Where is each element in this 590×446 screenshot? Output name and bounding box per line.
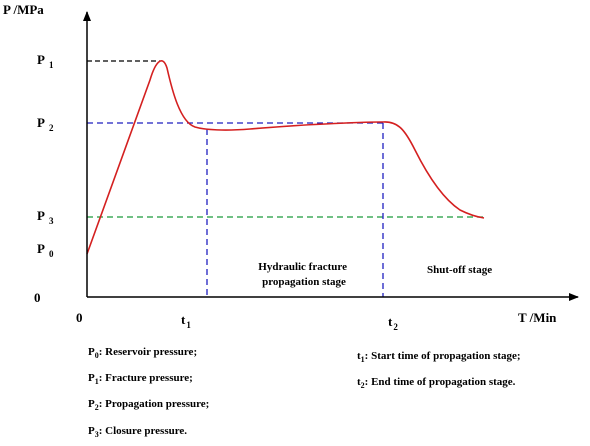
legend-right: t1: Start time of propagation stage; t2:… — [357, 345, 521, 397]
y-axis-title: P /MPa — [3, 2, 44, 17]
legend-item-t2: t2: End time of propagation stage. — [357, 376, 516, 391]
pressure-curve — [86, 60, 485, 255]
x-axis-title: T /Min — [518, 310, 557, 325]
legend-item-p2: P2: Propagation pressure; — [88, 398, 210, 413]
t2-label: t2 — [388, 314, 398, 332]
legend-item-p0: P0: Reservoir pressure; — [88, 346, 198, 361]
legend-left: P0: Reservoir pressure; P1: Fracture pre… — [88, 341, 209, 446]
legend-item-t1: t1: Start time of propagation stage; — [357, 350, 521, 365]
legend-item-p1: P1: Fracture pressure; — [88, 372, 193, 387]
shutoff-stage-label: Shut-off stage — [427, 264, 492, 276]
origin-label: 0 — [76, 310, 83, 325]
propagation-stage-label: Hydraulic fracture propagation stage — [258, 261, 349, 288]
y-zero-label: 0 — [34, 290, 41, 305]
t1-label: t1 — [181, 312, 191, 330]
